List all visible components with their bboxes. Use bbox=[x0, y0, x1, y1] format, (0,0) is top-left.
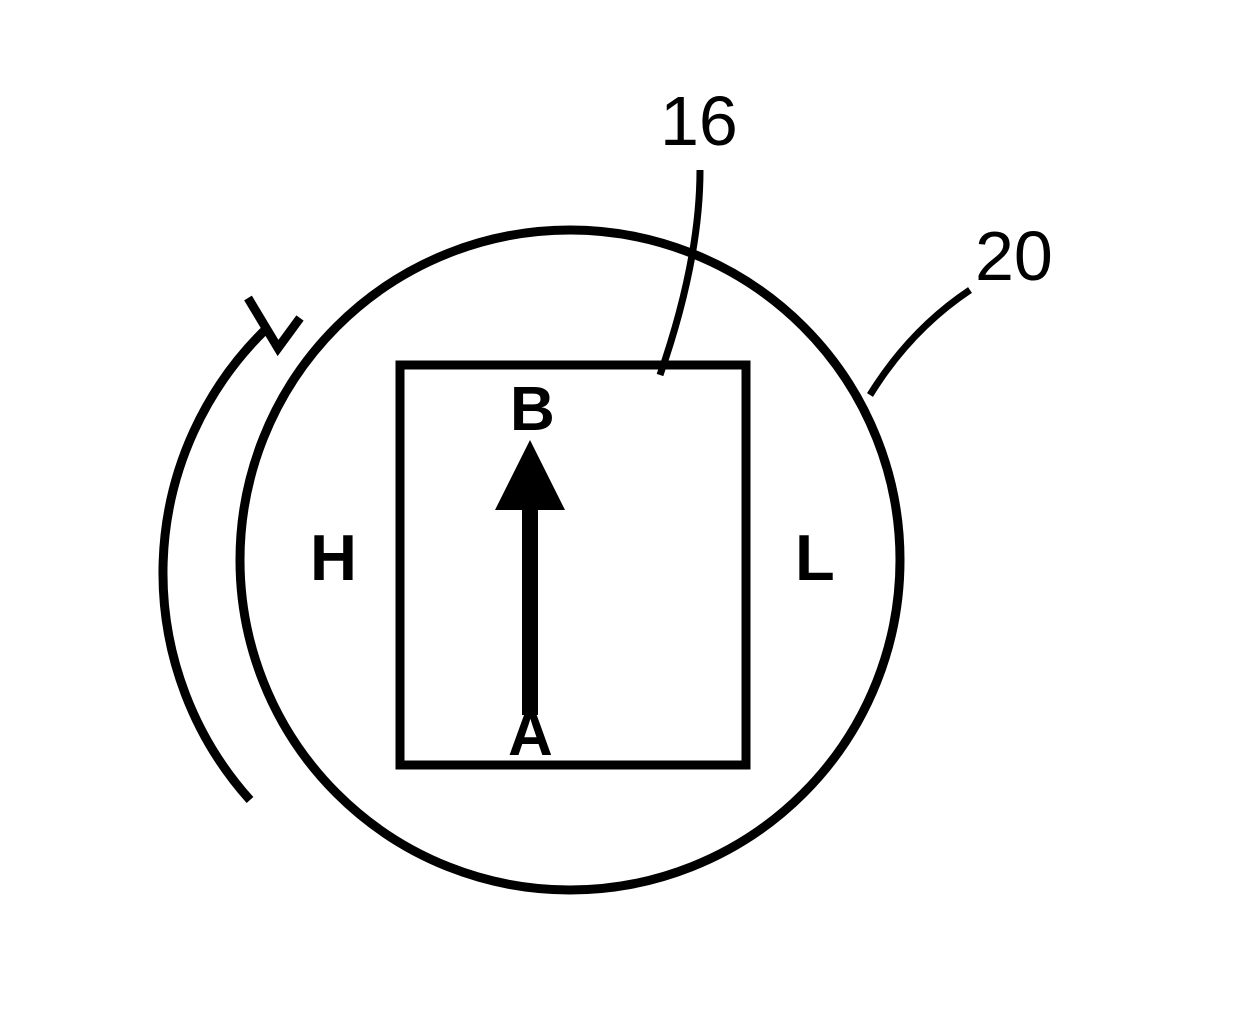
rotation-arc bbox=[163, 330, 265, 800]
arrow-head bbox=[495, 440, 565, 510]
leader-16 bbox=[660, 170, 700, 375]
label-L: L bbox=[795, 521, 835, 594]
inner-rect bbox=[400, 365, 746, 765]
label-H: H bbox=[310, 521, 357, 594]
label-A: A bbox=[508, 700, 553, 769]
diagram-svg: B A H L 16 20 bbox=[0, 0, 1240, 1020]
diagram-container: B A H L 16 20 bbox=[0, 0, 1240, 1020]
ref-20: 20 bbox=[975, 217, 1053, 295]
direction-arrow bbox=[495, 440, 565, 715]
label-B: B bbox=[510, 375, 555, 444]
ref-16: 16 bbox=[660, 82, 738, 160]
leader-20 bbox=[870, 290, 970, 395]
